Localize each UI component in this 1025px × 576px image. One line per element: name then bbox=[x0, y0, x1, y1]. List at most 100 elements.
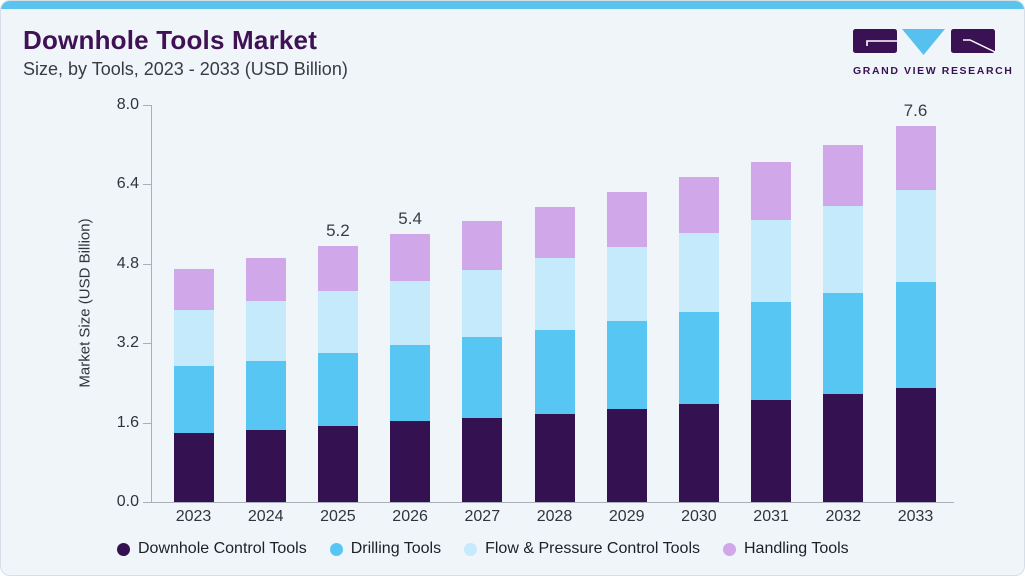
bar-segment-drilling-tools bbox=[317, 353, 358, 426]
bar-segment-flow-pressure-control-tools bbox=[823, 206, 864, 293]
bar-2024 bbox=[245, 257, 286, 502]
y-tick-mark bbox=[143, 263, 151, 265]
gvr-logo-icon bbox=[853, 29, 996, 55]
x-axis-label-2026: 2026 bbox=[392, 508, 428, 525]
y-tick-label: 6.4 bbox=[116, 175, 139, 193]
bar-segment-drilling-tools bbox=[390, 345, 431, 421]
bar-segment-drilling-tools bbox=[173, 366, 214, 434]
bar-2028 bbox=[534, 207, 575, 502]
chart-legend: Downhole Control Tools Drilling Tools Flow… bbox=[117, 540, 849, 558]
bar-segment-downhole-control-tools bbox=[606, 408, 647, 502]
bar-2029 bbox=[606, 192, 647, 502]
bar-total-label-2026: 5.4 bbox=[398, 209, 422, 229]
bar-segment-drilling-tools bbox=[534, 330, 575, 414]
x-axis-label-2028: 2028 bbox=[536, 508, 573, 525]
bar-segment-downhole-control-tools bbox=[245, 429, 286, 502]
legend-swatch-drilling-tools bbox=[329, 542, 343, 556]
y-tick-label: 1.6 bbox=[116, 413, 139, 431]
bar-segment-flow-pressure-control-tools bbox=[462, 269, 503, 338]
bar-2027 bbox=[462, 221, 503, 502]
x-axis-label-2024: 2024 bbox=[247, 508, 284, 525]
legend-swatch-downhole-control-tools bbox=[117, 542, 130, 556]
page-title: Downhole Tools Market bbox=[23, 25, 318, 55]
bar-segment-handling-tools bbox=[895, 125, 936, 191]
legend-label-downhole-control-tools: Downhole Control Tools bbox=[138, 540, 307, 557]
bar-segment-handling-tools bbox=[823, 144, 864, 207]
bar-segment-flow-pressure-control-tools bbox=[317, 290, 358, 354]
bar-segment-drilling-tools bbox=[751, 302, 792, 400]
bar-2025 bbox=[317, 245, 358, 502]
x-axis-label-2023: 2023 bbox=[175, 508, 212, 525]
bar-segment-handling-tools bbox=[317, 245, 358, 291]
x-axis-label-2033: 2033 bbox=[897, 508, 934, 525]
y-tick-mark bbox=[143, 105, 151, 106]
bar-segment-downhole-control-tools bbox=[895, 387, 936, 502]
legend-swatch-handling-tools bbox=[723, 542, 736, 556]
bar-segment-flow-pressure-control-tools bbox=[751, 220, 792, 303]
bar-segment-drilling-tools bbox=[606, 321, 647, 409]
x-axis-label-2025: 2025 bbox=[320, 508, 356, 525]
page-subtitle: Size, by Tools, 2023 - 2033 (USD Billion… bbox=[23, 59, 348, 79]
bar-segment-downhole-control-tools bbox=[678, 403, 719, 502]
bar-segment-drilling-tools bbox=[895, 281, 936, 388]
x-axis-label-2031: 2031 bbox=[753, 508, 789, 525]
y-tick-label: 3.2 bbox=[116, 334, 139, 352]
bar-segment-handling-tools bbox=[606, 192, 647, 247]
bar-segment-drilling-tools bbox=[678, 312, 719, 404]
bar-segment-flow-pressure-control-tools bbox=[245, 300, 286, 362]
bar-2032 bbox=[823, 144, 864, 502]
x-axis-label-2030: 2030 bbox=[681, 508, 717, 525]
gvr-logo-text: GRAND VIEW RESEARCH bbox=[853, 65, 1014, 77]
legend-label-flow-pressure-control-tools: Flow & Pressure Control Tools bbox=[485, 540, 700, 557]
bar-segment-handling-tools bbox=[173, 268, 214, 311]
bar-segment-flow-pressure-control-tools bbox=[606, 246, 647, 322]
legend-label-handling-tools: Handling Tools bbox=[744, 540, 849, 557]
bar-segment-downhole-control-tools bbox=[173, 433, 214, 502]
bar-segment-drilling-tools bbox=[462, 337, 503, 418]
x-axis-label-2029: 2029 bbox=[608, 508, 645, 525]
bar-segment-drilling-tools bbox=[823, 292, 864, 394]
legend-label-drilling-tools: Drilling Tools bbox=[350, 540, 442, 557]
bar-segment-flow-pressure-control-tools bbox=[534, 257, 575, 331]
legend-swatch-flow-pressure-control-tools bbox=[464, 542, 478, 556]
bar-segment-downhole-control-tools bbox=[462, 417, 503, 502]
bar-total-label-2033: 7.6 bbox=[903, 100, 928, 120]
legend-item-flow-pressure-control-tools: Flow & Pressure Control Tools bbox=[464, 540, 700, 558]
bar-segment-handling-tools bbox=[678, 177, 719, 234]
y-tick-label: 4.8 bbox=[116, 254, 139, 272]
bar-segment-flow-pressure-control-tools bbox=[173, 310, 214, 366]
y-axis-title: Market Size (USD Billion) bbox=[76, 218, 94, 388]
top-accent-bar bbox=[1, 1, 1024, 9]
bar-segment-handling-tools bbox=[462, 221, 503, 270]
bar-segment-downhole-control-tools bbox=[317, 425, 358, 502]
bar-total-label-2025: 5.2 bbox=[326, 220, 350, 240]
bar-segment-handling-tools bbox=[390, 234, 431, 281]
y-tick-mark bbox=[143, 343, 151, 345]
bar-2033 bbox=[895, 125, 936, 502]
bar-segment-handling-tools bbox=[534, 207, 575, 258]
y-tick-label: 0.0 bbox=[116, 493, 139, 510]
bar-segment-handling-tools bbox=[245, 257, 286, 301]
y-tick-mark bbox=[143, 184, 151, 186]
bar-segment-downhole-control-tools bbox=[823, 393, 864, 502]
bar-segment-downhole-control-tools bbox=[534, 413, 575, 502]
bar-segment-flow-pressure-control-tools bbox=[895, 190, 936, 282]
gvr-logo: GRAND VIEW RESEARCH bbox=[853, 28, 1014, 77]
legend-item-downhole-control-tools: Downhole Control Tools bbox=[117, 540, 307, 558]
y-tick-mark bbox=[143, 422, 151, 424]
bar-segment-downhole-control-tools bbox=[751, 399, 792, 502]
bar-segment-flow-pressure-control-tools bbox=[390, 280, 431, 346]
x-axis-line bbox=[143, 502, 954, 503]
bar-segment-downhole-control-tools bbox=[390, 420, 431, 502]
legend-item-drilling-tools: Drilling Tools bbox=[329, 540, 442, 558]
y-tick-label: 8.0 bbox=[116, 96, 139, 113]
bar-2023 bbox=[173, 268, 214, 502]
bar-2026 bbox=[390, 234, 431, 502]
bar-segment-handling-tools bbox=[751, 161, 792, 221]
x-axis-label-2027: 2027 bbox=[464, 508, 501, 525]
y-axis-line bbox=[151, 105, 152, 502]
bar-segment-flow-pressure-control-tools bbox=[678, 233, 719, 313]
legend-item-handling-tools: Handling Tools bbox=[723, 540, 849, 558]
